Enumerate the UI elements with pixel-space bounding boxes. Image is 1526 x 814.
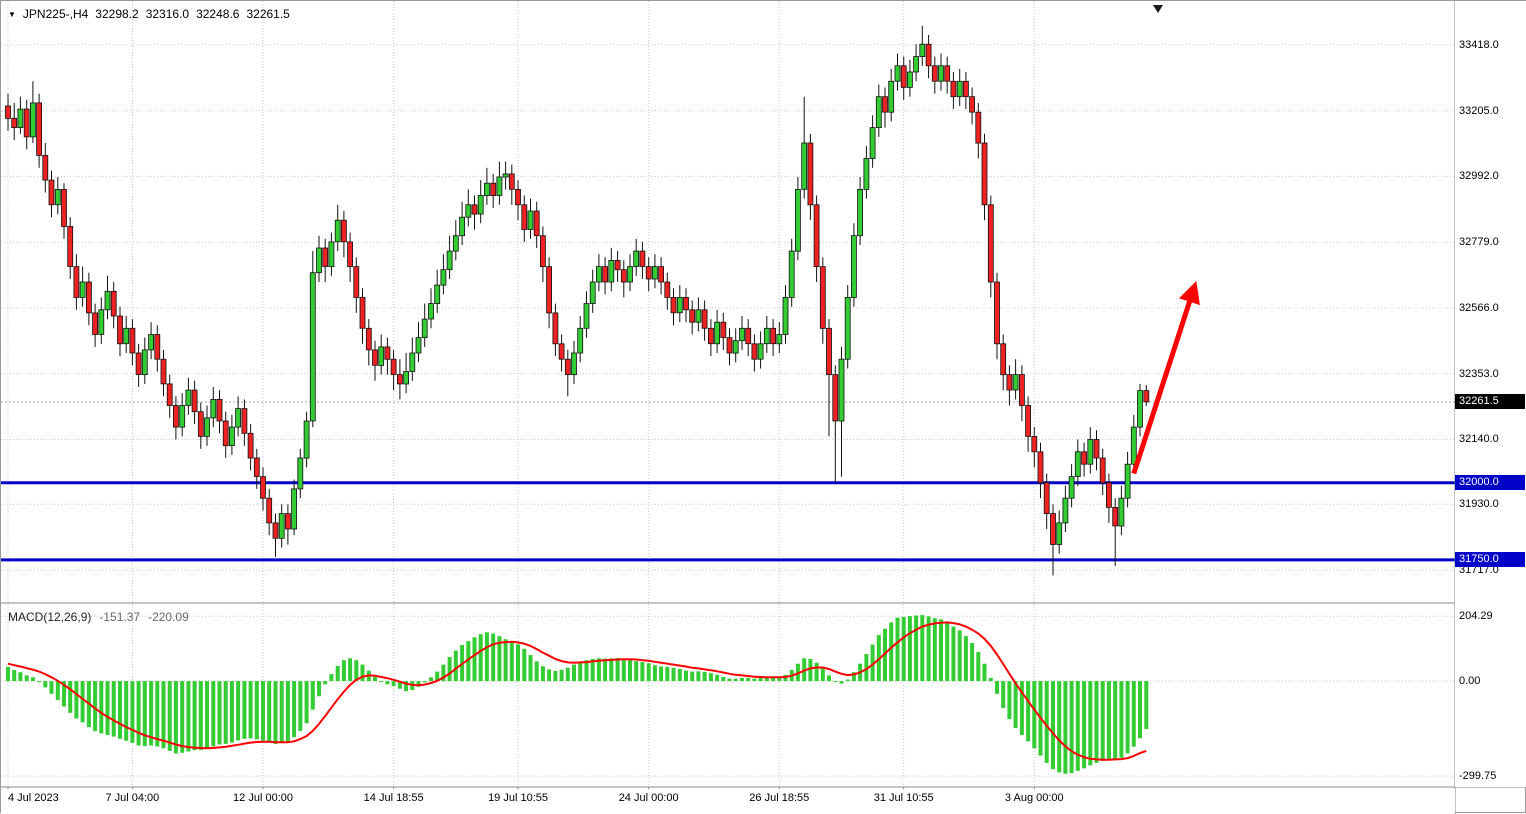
time-axis-label: 7 Jul 04:00 — [105, 792, 160, 804]
macd-indicator-label: MACD(12,26,9) -151.37 -220.09 — [8, 610, 189, 624]
macd-axis-label: -299.75 — [1459, 770, 1497, 783]
time-axis-label: 12 Jul 00:00 — [233, 792, 293, 804]
symbol-marker-icon[interactable]: ▼ — [8, 9, 16, 19]
macd-signal-line — [7, 621, 1147, 761]
symbol-period-label: JPN225-,H4 — [22, 7, 89, 21]
price-axis-label: 33418.0 — [1459, 38, 1499, 51]
current-price-badge: 32261.5 — [1455, 393, 1525, 409]
macd-histogram — [6, 615, 1149, 774]
macd-name-label: MACD(12,26,9) — [8, 610, 92, 624]
price-axis-label: 31930.0 — [1459, 498, 1499, 511]
level-price-badge: 31750.0 — [1455, 551, 1525, 567]
chart-shift-marker-icon[interactable] — [1153, 5, 1163, 13]
level-price-badge: 32000.0 — [1455, 474, 1525, 490]
time-axis-label: 31 Jul 10:55 — [873, 792, 934, 804]
time-axis[interactable]: 4 Jul 2023 7 Jul 04:00 12 Jul 00:00 14 Jul … — [1, 789, 1455, 813]
macd-signal-value-label: -220.09 — [148, 610, 189, 624]
price-axis-label: 31717.0 — [1459, 564, 1499, 577]
price-axis-label: 32992.0 — [1459, 170, 1499, 183]
support-level-lines[interactable] — [1, 481, 1455, 562]
time-axis-label: 3 Aug 00:00 — [1004, 792, 1064, 804]
ohlc-close-value: 32261.5 — [246, 7, 290, 21]
macd-value-label: -151.37 — [99, 610, 141, 624]
price-axis-label: 32779.0 — [1459, 236, 1499, 249]
price-axis-label: 32140.0 — [1459, 433, 1499, 446]
bullish-projection-arrow[interactable] — [1131, 280, 1200, 475]
time-axis-label: 14 Jul 18:55 — [363, 792, 424, 804]
price-axis[interactable]: 33418.0 33205.0 32992.0 32779.0 32566.0 32353… — [1455, 1, 1526, 787]
candlesticks — [5, 25, 1150, 576]
macd-axis-label: 204.29 — [1459, 610, 1493, 623]
time-axis-label: 19 Jul 10:55 — [488, 792, 548, 804]
time-axis-label: 24 Jul 00:00 — [618, 792, 679, 804]
price-axis-label: 33205.0 — [1459, 104, 1499, 117]
price-axis-label: 32566.0 — [1459, 301, 1499, 314]
ohlc-low-value: 32248.6 — [196, 7, 240, 21]
macd-axis-label: 0.00 — [1459, 675, 1481, 688]
time-axis-label: 4 Jul 2023 — [8, 792, 59, 804]
grid-lines — [1, 1, 1455, 792]
symbol-info-bar: ▼ JPN225-,H4 32298.2 32316.0 32248.6 322… — [8, 7, 290, 21]
time-axis-label: 26 Jul 18:55 — [749, 792, 810, 804]
price-axis-label: 32353.0 — [1459, 367, 1499, 380]
ohlc-high-value: 32316.0 — [145, 7, 190, 21]
ohlc-open-value: 32298.2 — [95, 7, 139, 21]
